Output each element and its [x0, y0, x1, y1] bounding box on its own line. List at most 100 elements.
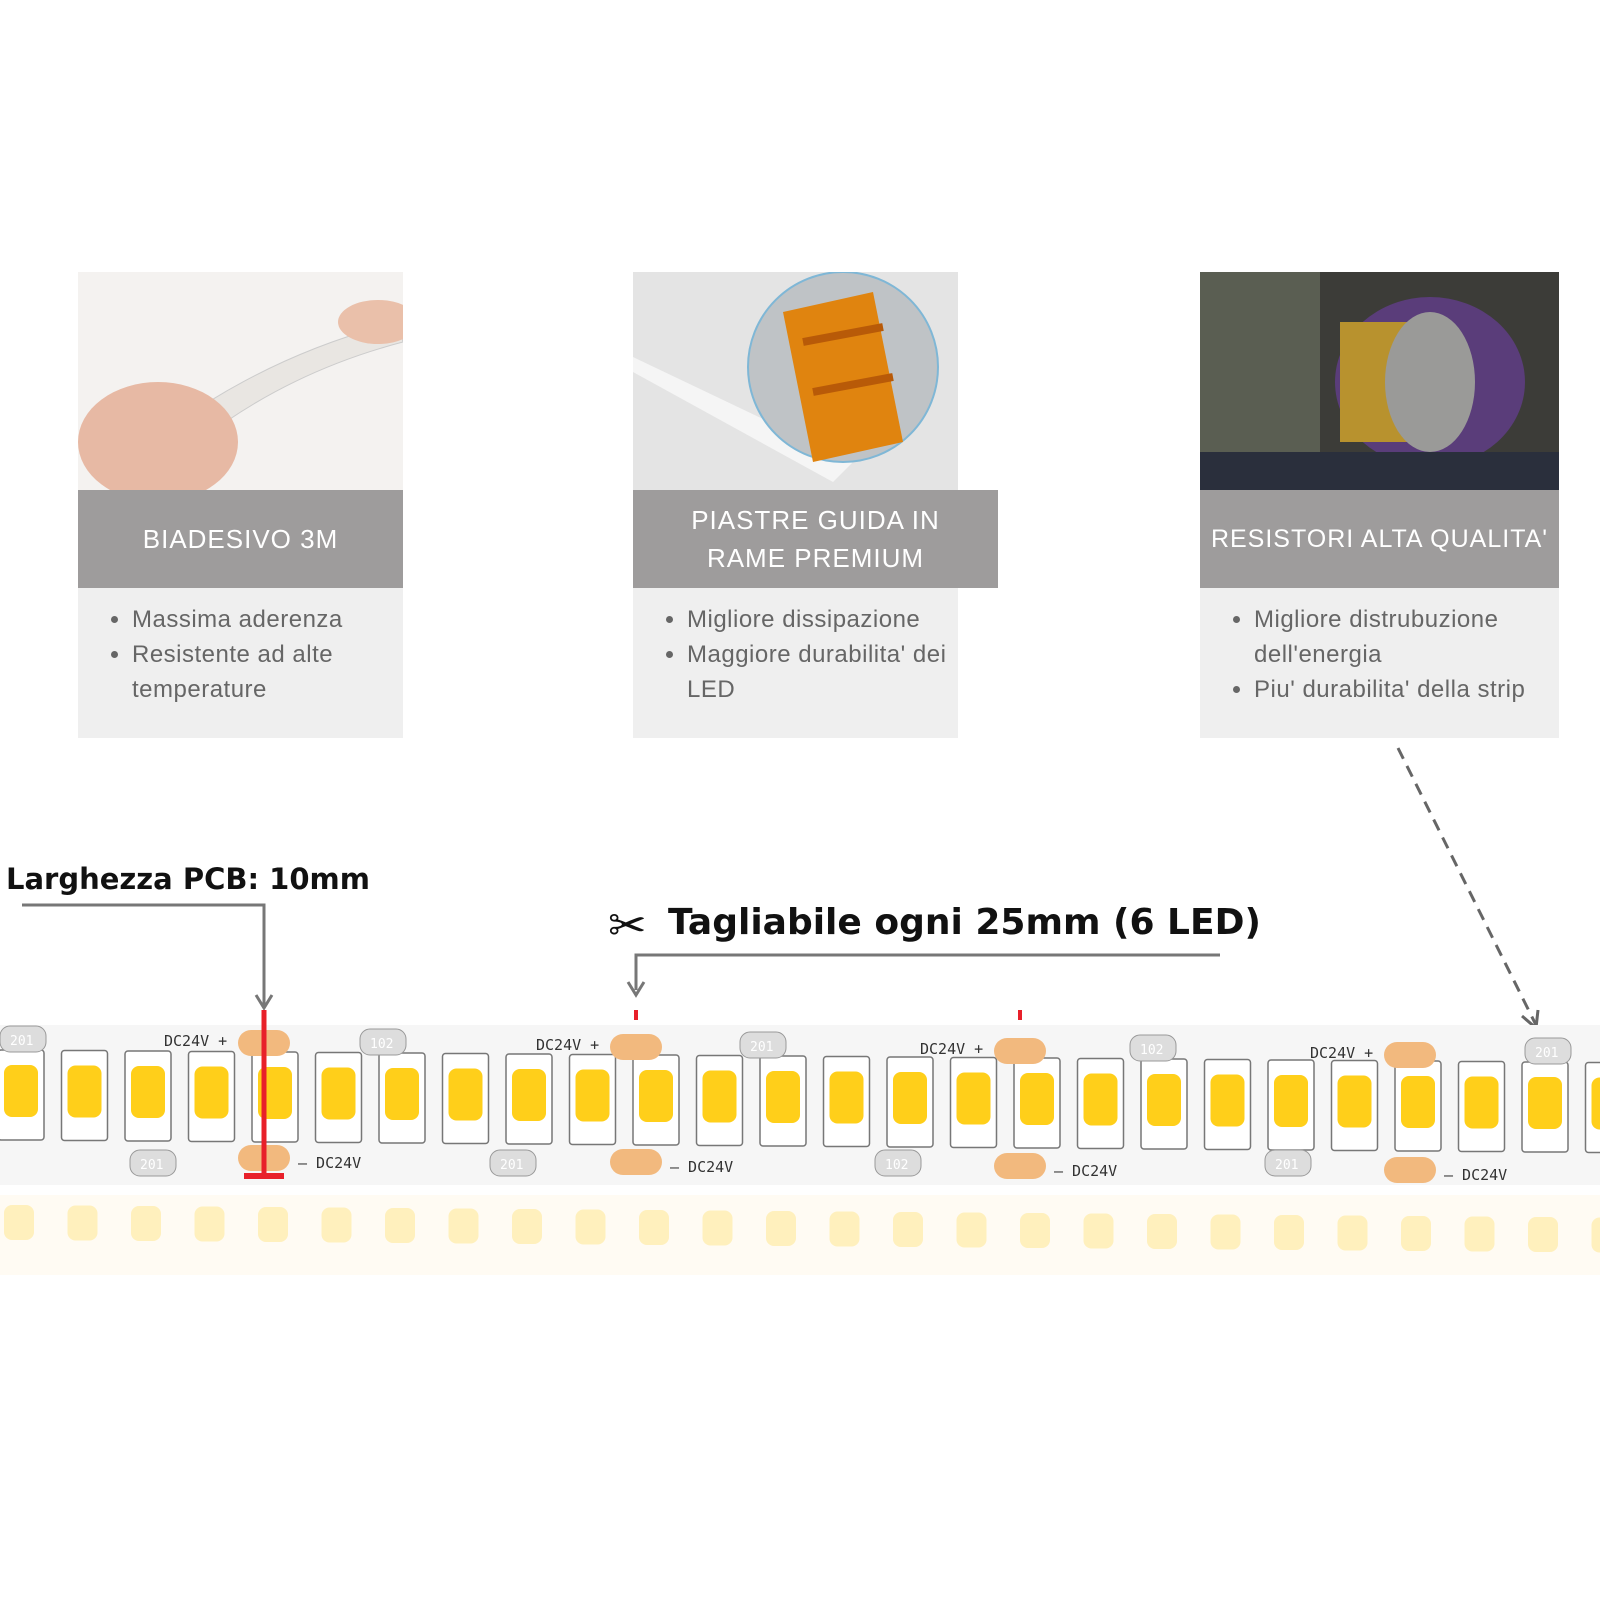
- bullet: Massima aderenza: [132, 602, 393, 637]
- led-reflection: [766, 1211, 796, 1246]
- led-strip: DC24V + — DC24V DC24V + — DC24V DC24V + — DC2…: [0, 1010, 1600, 1275]
- strip-reflection: [0, 1195, 1600, 1275]
- led-reflection: [1274, 1215, 1304, 1250]
- led-reflection: [1020, 1213, 1050, 1248]
- led-reflection: [385, 1208, 415, 1243]
- solder-pad: [994, 1153, 1046, 1179]
- solder-pad: [1384, 1042, 1436, 1068]
- led-reflection: [1464, 1216, 1495, 1252]
- resistor: [489, 1149, 537, 1177]
- led-chip: [194, 1066, 229, 1119]
- photo-copper-pcb: [633, 272, 958, 490]
- led-reflection: [131, 1206, 161, 1241]
- bullet: Piu' durabilita' della strip: [1254, 672, 1549, 707]
- solder-pad: [610, 1034, 662, 1060]
- card-title: PIASTRE GUIDA IN RAME PREMIUM: [633, 490, 998, 588]
- led-reflection: [1337, 1215, 1368, 1251]
- resistor: [359, 1028, 407, 1056]
- resistor-code: 201: [750, 1040, 773, 1055]
- led-chip: [4, 1065, 38, 1117]
- card-title: BIADESIVO 3M: [78, 490, 403, 588]
- photo-resistor-machine: [1200, 272, 1559, 490]
- callout-lines: [22, 747, 1540, 1031]
- led-chip: [321, 1067, 356, 1120]
- led-chip: [131, 1066, 165, 1118]
- voltage-label: — DC24V: [1054, 1162, 1117, 1180]
- led-chip: [1020, 1073, 1054, 1125]
- scissors-icon: ✂: [608, 899, 647, 951]
- card-title: RESISTORI ALTA QUALITA': [1200, 490, 1559, 588]
- led-chip: [385, 1068, 419, 1120]
- led-reflection: [448, 1208, 479, 1244]
- voltage-label: — DC24V: [670, 1158, 733, 1176]
- led-reflection: [1401, 1216, 1431, 1251]
- led-chip: [1337, 1075, 1372, 1128]
- led-reflection: [258, 1207, 288, 1242]
- resistor-code: 102: [370, 1037, 393, 1052]
- resistor-code: 201: [500, 1158, 523, 1173]
- card-copper: PIASTRE GUIDA IN RAME PREMIUM Migliore d…: [633, 272, 998, 738]
- led-reflection: [893, 1212, 923, 1247]
- led-reflection: [575, 1209, 606, 1245]
- led-chip: [766, 1071, 800, 1123]
- photo-hand-peeling-tape: [78, 272, 403, 490]
- led-chip: [1464, 1076, 1499, 1129]
- led-chip: [575, 1069, 610, 1122]
- led-reflection: [1083, 1213, 1114, 1249]
- card-adhesive: BIADESIVO 3M Massima aderenzaResistente …: [78, 272, 403, 738]
- led-reflection: [702, 1210, 733, 1246]
- resistor-code: 102: [1140, 1043, 1163, 1058]
- voltage-label: DC24V +: [1310, 1044, 1373, 1062]
- resistor: [739, 1031, 787, 1059]
- led-reflection: [321, 1207, 352, 1243]
- voltage-label: — DC24V: [298, 1154, 361, 1172]
- resistor-code: 201: [1275, 1158, 1298, 1173]
- resistor-code: 201: [10, 1034, 33, 1049]
- led-chip: [1528, 1077, 1562, 1129]
- resistor-code: 201: [1535, 1046, 1558, 1061]
- led-chip: [1147, 1074, 1181, 1126]
- led-chip: [1083, 1073, 1118, 1126]
- bullet: Migliore distrubuzione dell'energia: [1254, 602, 1549, 672]
- led-chip: [956, 1072, 991, 1125]
- led-chip: [829, 1071, 864, 1124]
- solder-pad: [1384, 1157, 1436, 1183]
- led-reflection: [67, 1205, 98, 1241]
- led-reflection: [1528, 1217, 1558, 1252]
- resistor: [1264, 1149, 1312, 1177]
- pcb-width-label: Larghezza PCB: 10mm: [6, 862, 370, 896]
- resistor-code: 102: [885, 1158, 908, 1173]
- card-resistors: RESISTORI ALTA QUALITA' Migliore distrub…: [1200, 272, 1559, 738]
- led-chip: [67, 1065, 102, 1118]
- resistor: [0, 1025, 47, 1053]
- led-reflection: [1210, 1214, 1241, 1250]
- led-chip: [1274, 1075, 1308, 1127]
- voltage-label: DC24V +: [164, 1032, 227, 1050]
- led-reflection: [512, 1209, 542, 1244]
- led-chip: [448, 1068, 483, 1121]
- led-reflection: [829, 1211, 860, 1247]
- voltage-label: — DC24V: [1444, 1166, 1507, 1184]
- led-chip: [639, 1070, 673, 1122]
- led-reflection: [1591, 1217, 1600, 1253]
- led-chip: [893, 1072, 927, 1124]
- resistor-callout-arrow: [1396, 747, 1538, 1026]
- led-chip: [702, 1070, 737, 1123]
- led-chip: [512, 1069, 546, 1121]
- led-chip: [1210, 1074, 1245, 1127]
- led-chip: [1591, 1077, 1600, 1130]
- bullet: Migliore dissipazione: [687, 602, 948, 637]
- pcb-callout-line: [22, 903, 266, 1005]
- cut-interval-label: Tagliabile ogni 25mm (6 LED): [668, 902, 1261, 943]
- led-reflection: [1147, 1214, 1177, 1249]
- led-reflection: [956, 1212, 987, 1248]
- cut-callout-line: [634, 953, 1220, 990]
- led-reflection: [194, 1206, 225, 1242]
- resistor: [1129, 1034, 1177, 1062]
- bullet: Resistente ad alte temperature: [132, 637, 393, 707]
- led-chip: [1401, 1076, 1435, 1128]
- resistor: [874, 1149, 922, 1177]
- resistor: [129, 1149, 177, 1177]
- solder-pad: [610, 1149, 662, 1175]
- solder-pad: [994, 1038, 1046, 1064]
